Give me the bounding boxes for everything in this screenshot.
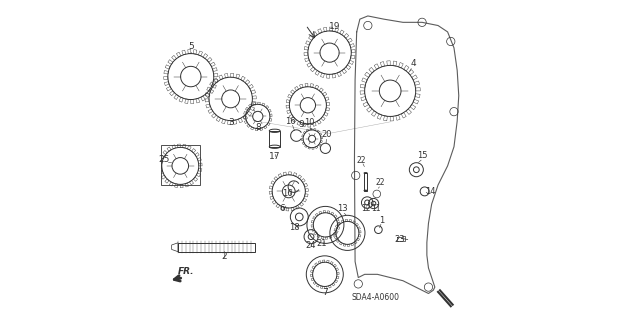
Text: 17: 17: [269, 152, 280, 161]
Text: 20: 20: [321, 130, 332, 139]
Text: 5: 5: [188, 42, 194, 51]
Text: 3: 3: [228, 118, 234, 127]
Text: 1: 1: [380, 216, 385, 225]
Text: 2: 2: [221, 252, 227, 261]
Text: 22: 22: [356, 156, 366, 165]
Text: 22: 22: [376, 178, 385, 187]
Text: 21: 21: [317, 239, 327, 248]
Text: 4: 4: [410, 59, 416, 68]
Text: 9: 9: [298, 120, 304, 129]
Text: 16: 16: [282, 189, 292, 197]
Text: 19: 19: [328, 22, 340, 31]
Bar: [269, 131, 280, 147]
Text: 12: 12: [361, 204, 371, 212]
Text: 18: 18: [289, 223, 300, 232]
Text: 13: 13: [337, 204, 348, 213]
Text: 23: 23: [394, 235, 404, 244]
Text: SDA4-A0600: SDA4-A0600: [352, 293, 400, 302]
Text: 25: 25: [159, 155, 170, 164]
Text: 7: 7: [322, 288, 328, 297]
Text: 15: 15: [417, 151, 428, 160]
Bar: [364, 173, 367, 191]
Text: 10: 10: [304, 118, 314, 127]
Text: 16: 16: [285, 117, 295, 126]
Text: 14: 14: [425, 187, 436, 196]
Text: 24: 24: [306, 241, 316, 250]
Bar: [161, 145, 200, 185]
Text: FR.: FR.: [177, 267, 194, 276]
Text: 11: 11: [371, 204, 381, 212]
Text: 6: 6: [279, 204, 285, 213]
Bar: [178, 243, 255, 252]
Text: 8: 8: [255, 123, 260, 132]
